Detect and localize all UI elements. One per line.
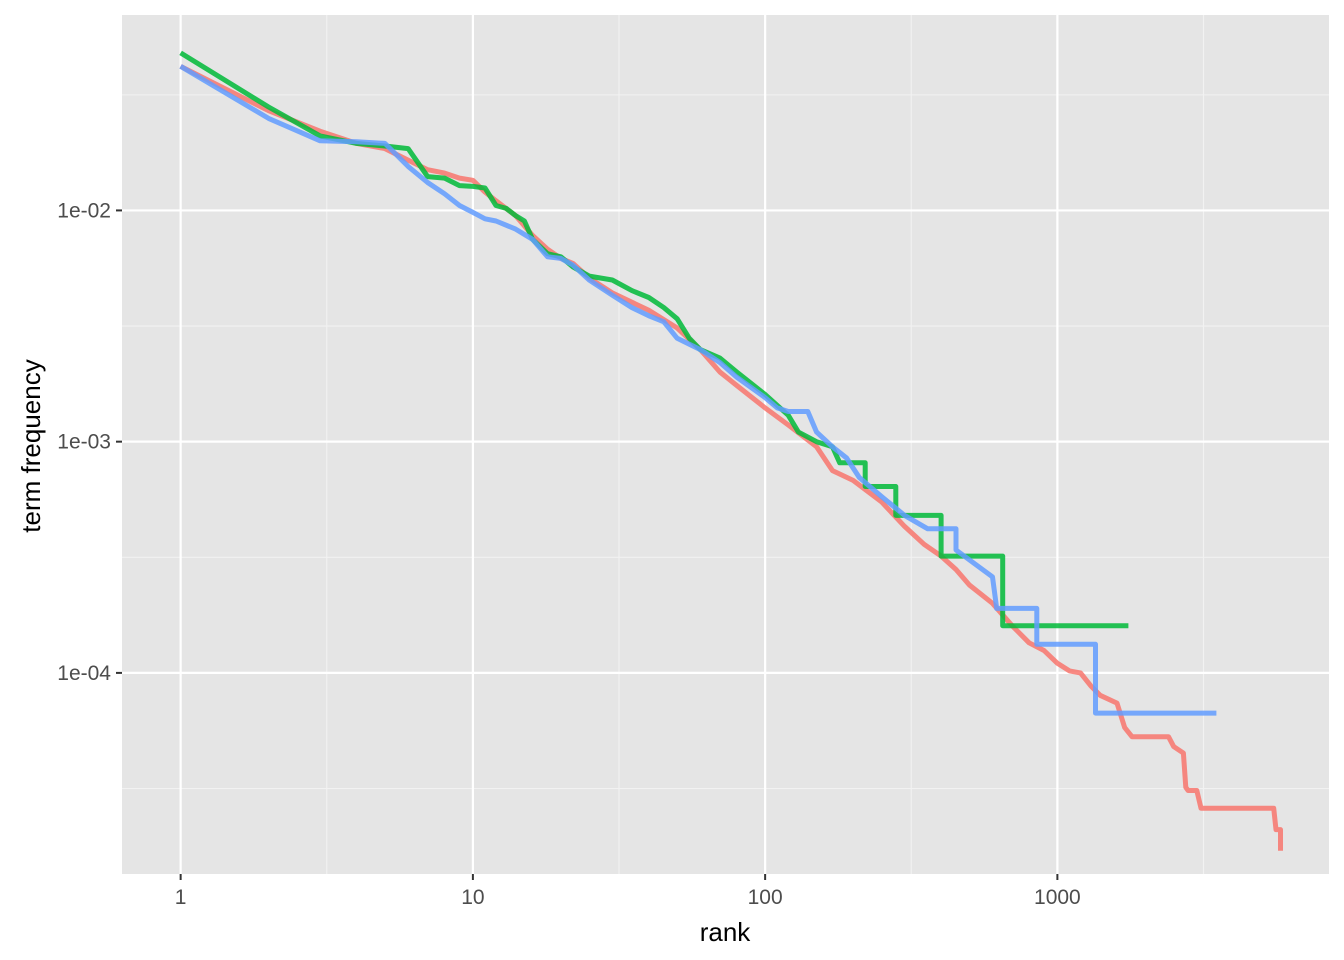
y-axis: 1e-02 1e-03 1e-04 bbox=[57, 199, 122, 685]
x-axis: 1 10 100 1000 bbox=[175, 874, 1081, 909]
x-axis-title: rank bbox=[700, 917, 752, 947]
x-tick-label: 1000 bbox=[1034, 886, 1081, 909]
y-tick-label: 1e-03 bbox=[57, 431, 111, 454]
minor-gridlines bbox=[122, 15, 1329, 874]
x-tick-label: 1 bbox=[175, 886, 187, 909]
major-gridlines bbox=[122, 15, 1329, 874]
x-tick-label: 10 bbox=[461, 886, 484, 909]
y-tick-label: 1e-04 bbox=[57, 662, 111, 685]
y-axis-title: term frequency bbox=[16, 359, 46, 532]
plot-panel bbox=[122, 15, 1329, 874]
series-line-3 bbox=[179, 64, 1217, 716]
y-tick-label: 1e-02 bbox=[57, 199, 111, 222]
series-layer bbox=[179, 50, 1283, 851]
x-tick-label: 100 bbox=[748, 886, 783, 909]
